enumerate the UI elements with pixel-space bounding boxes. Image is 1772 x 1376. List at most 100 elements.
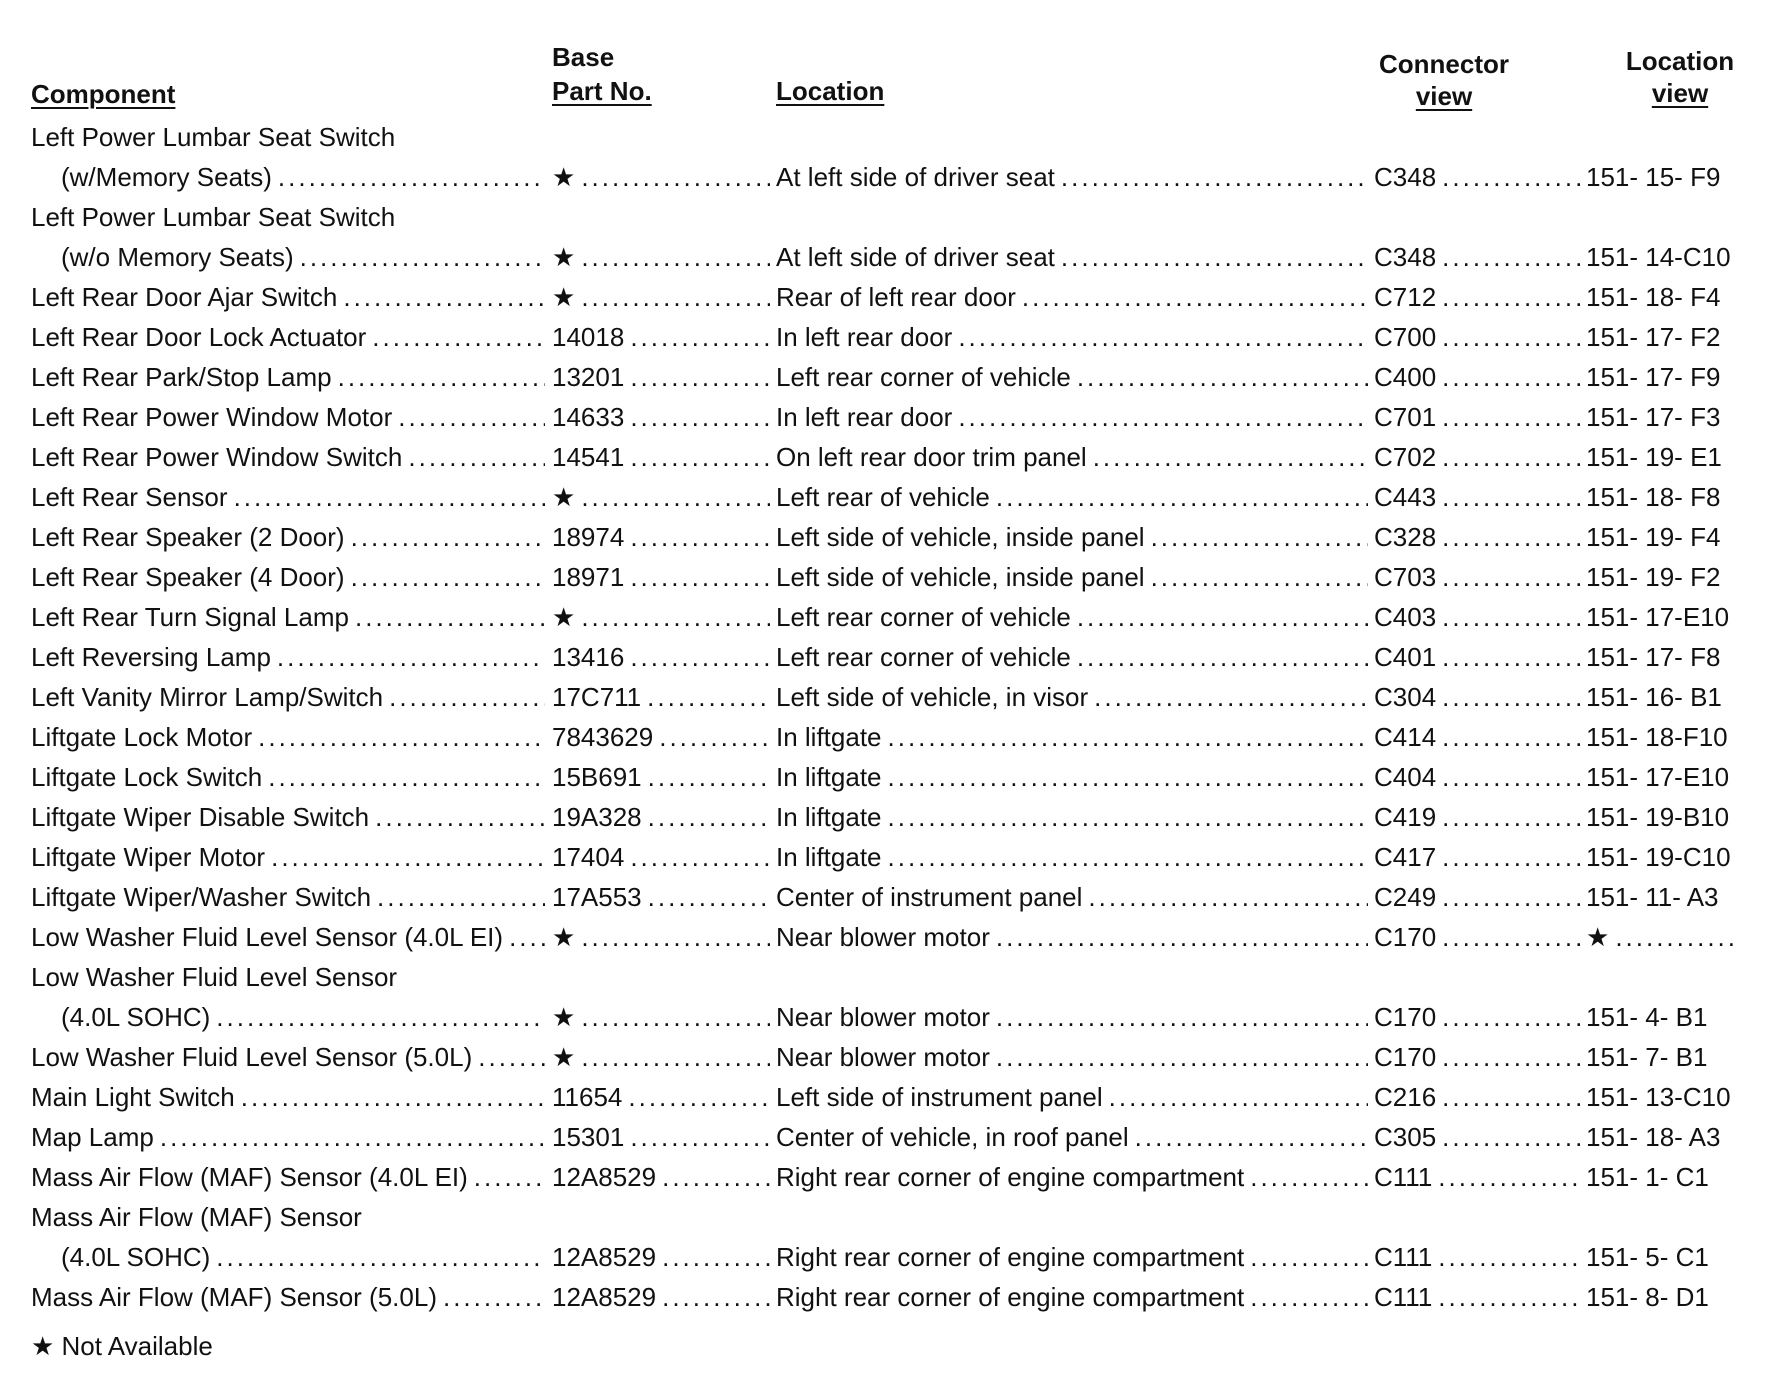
- location-view-cell: 151- 7- B1: [1586, 1037, 1736, 1077]
- part-number-cell-text: 15301: [552, 1122, 625, 1152]
- part-number-cell: ★.......................................…: [552, 1037, 770, 1077]
- header-connector-line1: Connector: [1379, 49, 1509, 79]
- component-cell-text: Liftgate Wiper Disable Switch: [31, 802, 370, 832]
- component-cell: Left Rear Door Lock Actuator............…: [31, 317, 545, 357]
- dot-leader: ........................................…: [1442, 762, 1580, 792]
- part-number-cell-text: 17404: [552, 842, 625, 872]
- location-view-cell-text: 151- 19- F4: [1586, 522, 1721, 552]
- location-cell-text: Near blower motor: [776, 1002, 990, 1032]
- part-number-cell-text: 13416: [552, 642, 625, 672]
- connector-cell-text: C170: [1374, 922, 1437, 952]
- component-cell: (w/o Memory Seats)......................…: [61, 237, 545, 277]
- dot-leader: ........................................…: [1442, 802, 1580, 832]
- table-row: Liftgate Wiper Disable Switch...........…: [0, 797, 1772, 837]
- dot-leader: ........................................…: [887, 722, 1368, 752]
- header-connector-line2: view: [1364, 81, 1524, 111]
- dot-leader: ........................................…: [995, 482, 1368, 512]
- component-cell: Liftgate Wiper Motor....................…: [31, 837, 545, 877]
- connector-cell-text: C348: [1374, 242, 1437, 272]
- part-number-cell-text: 12A8529: [552, 1162, 657, 1192]
- part-number-cell: 15B691..................................…: [552, 757, 770, 797]
- header-connector-view: view: [1415, 81, 1473, 111]
- dot-leader: ........................................…: [887, 762, 1368, 792]
- location-cell-text: Right rear corner of engine compartment: [776, 1162, 1245, 1192]
- dot-leader: ........................................…: [1442, 922, 1580, 952]
- part-number-cell: ★.......................................…: [552, 917, 770, 957]
- location-cell-text: Right rear corner of engine compartment: [776, 1282, 1245, 1312]
- connector-cell-text: C328: [1374, 522, 1437, 552]
- location-view-cell-text: 151- 19- E1: [1586, 442, 1722, 472]
- header-location-view: view: [1651, 78, 1709, 108]
- dot-leader: ........................................…: [1076, 362, 1368, 392]
- part-number-cell: 13201...................................…: [552, 357, 770, 397]
- component-cell-text: Left Rear Turn Signal Lamp: [31, 602, 349, 632]
- component-cell-text: Left Rear Speaker (4 Door): [31, 562, 345, 592]
- location-cell: Left rear corner of vehicle.............…: [776, 597, 1368, 637]
- location-view-cell-text: 151- 18- F4: [1586, 282, 1721, 312]
- connector-cell: C328....................................…: [1374, 517, 1580, 557]
- dot-leader: ........................................…: [1250, 1282, 1368, 1312]
- component-cell: Left Rear Speaker (4 Door)..............…: [31, 557, 545, 597]
- part-number-cell-text: 17A553: [552, 882, 642, 912]
- part-number-cell: 17A553..................................…: [552, 877, 770, 917]
- location-view-cell-text: 151- 8- D1: [1586, 1282, 1709, 1312]
- connector-cell: C419....................................…: [1374, 797, 1580, 837]
- component-cell-text: Low Washer Fluid Level Sensor: [31, 962, 398, 992]
- connector-cell: C443....................................…: [1374, 477, 1580, 517]
- location-cell-text: Left side of instrument panel: [776, 1082, 1103, 1112]
- dot-leader: ........................................…: [1442, 602, 1580, 632]
- location-view-cell-text: 151- 18- A3: [1586, 1122, 1721, 1152]
- dot-leader: ........................................…: [581, 162, 770, 192]
- component-cell-text: Left Rear Sensor: [31, 482, 228, 512]
- connector-cell-text: C703: [1374, 562, 1437, 592]
- location-view-cell: 151- 19-C10: [1586, 837, 1736, 877]
- part-number-cell-text: ★: [552, 482, 576, 512]
- dot-leader: ........................................…: [159, 1122, 545, 1152]
- table-row: Left Rear Sensor........................…: [0, 477, 1772, 517]
- part-number-cell: ★.......................................…: [552, 997, 770, 1037]
- table-row: Left Rear Speaker (4 Door)..............…: [0, 557, 1772, 597]
- dot-leader: ........................................…: [662, 1242, 770, 1272]
- table-row-continued: Low Washer Fluid Level Sensor: [0, 957, 1772, 997]
- component-cell: Left Rear Door Ajar Switch..............…: [31, 277, 545, 317]
- dot-leader: ........................................…: [473, 1162, 545, 1192]
- dot-leader: ........................................…: [630, 562, 770, 592]
- dot-leader: ........................................…: [1134, 1122, 1368, 1152]
- header-location-view-line1: Location: [1625, 46, 1735, 76]
- component-cell-text: Left Vanity Mirror Lamp/Switch: [31, 682, 384, 712]
- dot-leader: ........................................…: [1250, 1242, 1368, 1272]
- location-cell-text: Center of instrument panel: [776, 882, 1083, 912]
- table-row: Mass Air Flow (MAF) Sensor (4.0L EI)....…: [0, 1157, 1772, 1197]
- connector-cell-text: C700: [1374, 322, 1437, 352]
- part-number-cell-text: 12A8529: [552, 1242, 657, 1272]
- connector-cell-text: C304: [1374, 682, 1437, 712]
- component-cell-text: Left Power Lumbar Seat Switch: [31, 202, 396, 232]
- table-row: (w/Memory Seats)........................…: [0, 157, 1772, 197]
- component-cell-text: Mass Air Flow (MAF) Sensor (5.0L): [31, 1282, 437, 1312]
- part-number-cell-text: 11654: [552, 1082, 623, 1112]
- location-view-cell-text: 151- 19-C10: [1586, 842, 1731, 872]
- dot-leader: ........................................…: [258, 722, 545, 752]
- location-cell: Rear of left rear door..................…: [776, 277, 1368, 317]
- location-cell-text: Left rear corner of vehicle: [776, 362, 1071, 392]
- location-view-cell-text: 151- 14-C10: [1586, 242, 1731, 272]
- location-cell-text: In liftgate: [776, 802, 882, 832]
- dot-leader: ........................................…: [1076, 602, 1368, 632]
- location-view-cell: 151- 8- D1: [1586, 1277, 1736, 1317]
- connector-cell-text: C348: [1374, 162, 1437, 192]
- location-view-cell: 151- 19- E1: [1586, 437, 1736, 477]
- location-view-cell: 151- 17- F8: [1586, 637, 1736, 677]
- dot-leader: ........................................…: [958, 322, 1368, 352]
- dot-leader: ........................................…: [442, 1282, 545, 1312]
- part-number-cell: 18974...................................…: [552, 517, 770, 557]
- part-number-cell: ★.......................................…: [552, 597, 770, 637]
- location-cell: At left side of driver seat.............…: [776, 237, 1368, 277]
- dot-leader: ........................................…: [1442, 642, 1580, 672]
- table-row-continued: Left Power Lumbar Seat Switch: [0, 197, 1772, 237]
- location-view-cell: 151- 13-C10: [1586, 1077, 1736, 1117]
- component-cell: Left Power Lumbar Seat Switch: [31, 117, 545, 157]
- dot-leader: ........................................…: [1442, 1122, 1580, 1152]
- location-view-cell-text: 151- 4- B1: [1586, 1002, 1708, 1032]
- dot-leader: ........................................…: [1438, 1282, 1580, 1312]
- connector-cell-text: C170: [1374, 1002, 1437, 1032]
